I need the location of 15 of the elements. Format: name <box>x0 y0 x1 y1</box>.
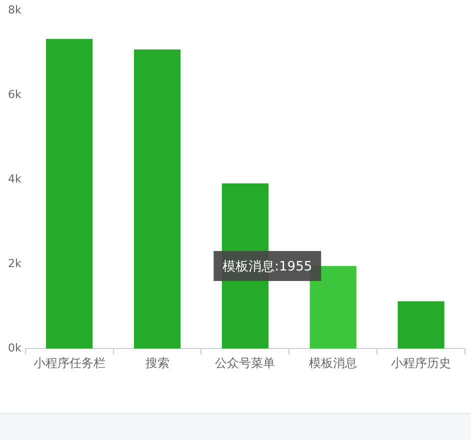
x-tick-label: 小程序历史 <box>391 356 452 370</box>
y-tick-label: 8k <box>8 3 22 16</box>
y-tick-label: 4k <box>8 172 22 186</box>
y-tick-label: 0k <box>8 341 22 354</box>
bar <box>46 38 93 349</box>
bar <box>310 266 356 349</box>
annotation: 模板消息:1955 <box>222 259 312 274</box>
x-tick-label: 公众号菜单 <box>215 356 276 370</box>
x-tick-label: 小程序任务栏 <box>33 356 106 370</box>
bar <box>398 301 444 349</box>
x-tick-label: 模板消息 <box>309 356 358 370</box>
x-tick-label: 搜索 <box>145 356 170 370</box>
y-tick-label: 6k <box>8 88 22 101</box>
bar <box>134 49 181 349</box>
y-tick-label: 2k <box>8 256 22 270</box>
